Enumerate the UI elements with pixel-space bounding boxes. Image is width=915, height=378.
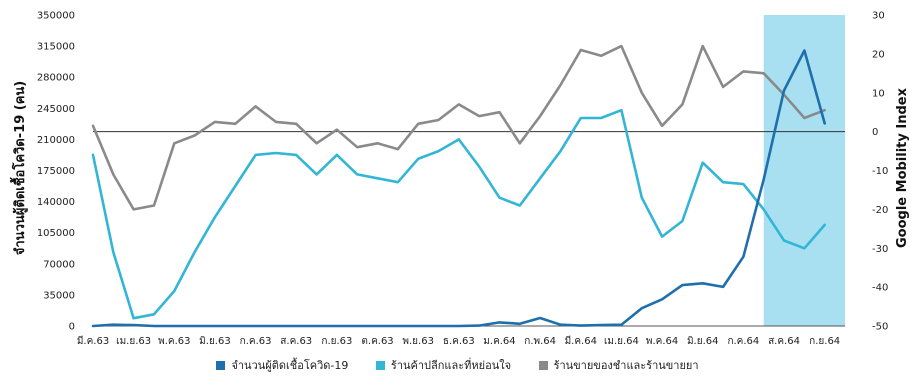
legend-item-retail: ร้านค้าปลีกและที่หย่อนใจ: [375, 356, 512, 374]
series-line-0: [91, 49, 826, 328]
x-tick-label: ส.ค.64: [768, 336, 800, 347]
x-tick-label: ต.ค.63: [361, 336, 393, 347]
series-line-2: [91, 44, 826, 211]
y-right-tick-label: -10: [872, 166, 888, 177]
y-left-tick-label: 315000: [37, 42, 75, 53]
x-tick-label: พ.ค.63: [158, 336, 190, 347]
x-tick-label: ก.ย.63: [321, 336, 352, 347]
legend-label-retail: ร้านค้าปลีกและที่หย่อนใจ: [390, 359, 512, 372]
x-tick-label: มิ.ย.64: [687, 336, 719, 347]
y-left-tick-label: 175000: [37, 166, 75, 177]
x-tick-label: มี.ค.63: [77, 335, 109, 347]
x-tick-label: มิ.ย.63: [199, 336, 231, 347]
y-right-tick-label: -40: [872, 283, 888, 294]
x-tick-label: ธ.ค.63: [443, 336, 475, 347]
highlight-band: [763, 15, 845, 326]
y-left-tick-label: 105000: [37, 228, 75, 239]
x-tick-label: เม.ย.64: [604, 336, 639, 347]
x-tick-label: ส.ค.63: [280, 336, 312, 347]
y-right-tick-label: -30: [872, 244, 888, 255]
legend-swatch-grocery: [538, 361, 548, 370]
legend-item-grocery: ร้านขายของชำและร้านขายยา: [538, 356, 699, 374]
y-right-tick-label: -50: [872, 322, 888, 333]
y-axis-right-label: Google Mobility Index: [895, 87, 910, 248]
y-left-tick-label: 280000: [37, 73, 75, 84]
y-right-tick-label: 30: [872, 11, 885, 22]
y-right-tick-label: -20: [872, 205, 888, 216]
x-tick-label: ก.ค.64: [727, 336, 759, 347]
y-left-tick-label: 210000: [37, 135, 75, 146]
x-tick-label: มี.ค.64: [565, 335, 597, 347]
legend-swatch-retail: [375, 361, 385, 370]
legend: จำนวนผู้ติดเชื้อโควิด-19 ร้านค้าปลีกและท…: [0, 356, 915, 374]
y-axis-left-label: จำนวนผู้ติดเชื้อโควิด-19 (คน): [9, 81, 28, 255]
y-left-tick-label: 245000: [37, 104, 75, 115]
y-left-tick-label: 0: [69, 322, 75, 333]
legend-swatch-cases: [216, 361, 226, 370]
y-right-tick-label: 20: [872, 49, 885, 60]
x-tick-label: ก.ย.64: [809, 336, 840, 347]
legend-item-cases: จำนวนผู้ติดเชื้อโควิด-19: [216, 356, 348, 374]
x-tick-label: เม.ย.63: [116, 336, 151, 347]
x-tick-label: ก.ค.63: [240, 336, 272, 347]
series-line-1: [91, 108, 826, 320]
y-left-tick-label: 350000: [37, 11, 75, 22]
y-right-tick-label: 10: [872, 88, 885, 99]
x-tick-label: ก.พ.64: [524, 336, 556, 347]
legend-label-grocery: ร้านขายของชำและร้านขายยา: [553, 359, 699, 372]
x-tick-label: ม.ค.64: [483, 336, 515, 347]
x-tick-label: พ.ค.64: [646, 336, 678, 347]
legend-label-cases: จำนวนผู้ติดเชื้อโควิด-19: [231, 359, 349, 372]
y-left-tick-label: 35000: [43, 290, 75, 301]
y-left-tick-label: 140000: [37, 197, 75, 208]
y-left-tick-label: 70000: [43, 259, 75, 270]
y-right-tick-label: 0: [872, 127, 878, 138]
x-tick-label: พ.ย.63: [402, 336, 434, 347]
